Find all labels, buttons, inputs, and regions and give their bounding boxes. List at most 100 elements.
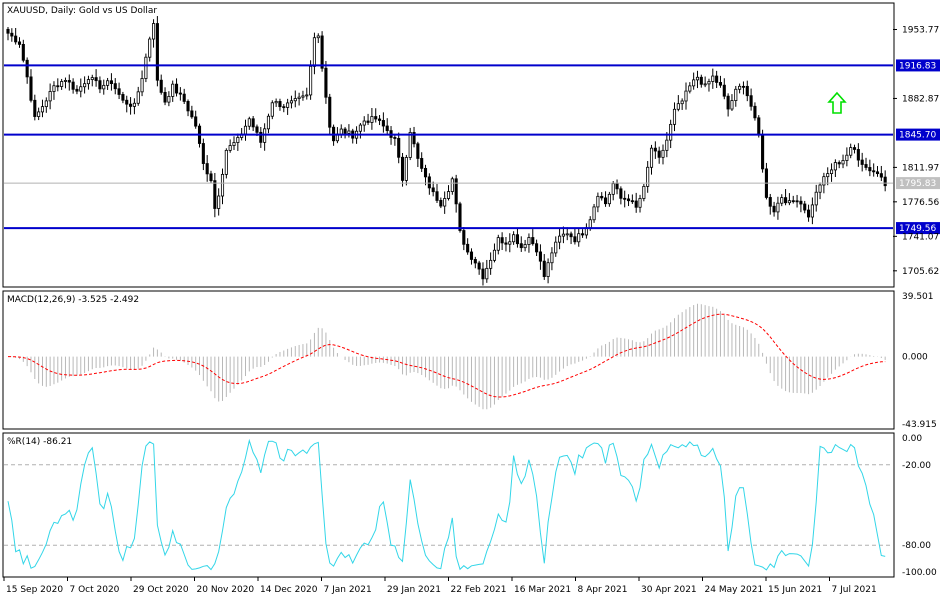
candle-body (634, 200, 638, 208)
x-tick-label: 29 Jan 2021 (387, 585, 441, 595)
candle-body (492, 249, 497, 261)
price-panel-frame (2, 2, 895, 288)
candle-body (209, 173, 213, 182)
candle-body (515, 234, 519, 245)
candle-body (726, 95, 730, 110)
candle-body (780, 197, 784, 204)
candle-body (86, 79, 90, 85)
macd-tick-label: 39.501 (902, 292, 934, 302)
wpr-line (7, 438, 886, 571)
candle-body (722, 84, 726, 97)
candle-body (52, 85, 56, 92)
candle-body (286, 102, 290, 108)
candle-body (305, 94, 309, 97)
candle-body (182, 93, 186, 102)
candle-body (803, 203, 807, 211)
candle-body (852, 147, 857, 150)
candle-body (688, 85, 692, 92)
candle-body (328, 96, 332, 128)
level-price-tag (896, 128, 940, 141)
candle-body (741, 85, 745, 88)
candle-body (508, 241, 512, 245)
candle-body (144, 56, 148, 79)
candle-body (63, 80, 68, 82)
candle-body (148, 38, 152, 58)
candle-body (174, 83, 179, 94)
candle-body (523, 244, 527, 249)
candle-body (550, 252, 554, 264)
candle-body (565, 233, 569, 236)
current-price-label: 1795.83 (899, 179, 936, 189)
candle-body (408, 132, 412, 158)
candle-body (872, 170, 876, 173)
candle-body (404, 157, 408, 181)
candle-body (496, 237, 500, 251)
candle-body (546, 262, 550, 277)
candle-body (40, 106, 45, 113)
candle-body (638, 198, 642, 208)
candle-body (366, 120, 370, 123)
candle-body (829, 169, 834, 174)
candle-body (194, 116, 198, 127)
candle-body (784, 197, 788, 204)
candle-body (370, 116, 374, 123)
price-series (6, 16, 887, 286)
candle-body (680, 100, 684, 105)
candle-body (324, 67, 328, 98)
candle-body (301, 95, 305, 98)
candle-body (412, 132, 416, 145)
candle-body (75, 88, 79, 92)
candle-body (837, 162, 841, 165)
candle-body (397, 138, 401, 158)
x-tick-label: 20 Nov 2020 (197, 585, 255, 595)
candle-body (466, 243, 470, 253)
candle-body (21, 43, 25, 61)
candle-body (753, 105, 757, 119)
candle-body (71, 81, 75, 90)
candle-body (171, 83, 175, 97)
candle-body (646, 166, 650, 187)
candle-body (435, 191, 439, 201)
candle-body (247, 118, 251, 127)
candle-body (374, 116, 378, 120)
candle-body (730, 100, 734, 110)
candle-body (649, 147, 654, 168)
price-chart-title: XAUUSD, Daily: Gold vs US Dollar (7, 6, 157, 16)
candle-body (699, 76, 703, 85)
candle-body (121, 94, 125, 101)
candle-body (217, 195, 221, 209)
candle-body (439, 200, 443, 207)
candle-body (178, 92, 182, 95)
candle-body (17, 41, 22, 45)
candle-body (109, 80, 113, 85)
candle-body (822, 176, 826, 186)
candle-body (251, 118, 255, 128)
candle-body (768, 197, 772, 207)
candle-body (761, 133, 765, 170)
candle-body (581, 233, 585, 236)
candle-body (420, 158, 424, 169)
macd-title: MACD(12,26,9) -3.525 -2.492 (7, 295, 139, 305)
candle-body (577, 233, 581, 243)
candle-body (255, 126, 259, 133)
candle-body (362, 120, 366, 126)
candle-body (749, 95, 753, 107)
price-tick-label: 1882.87 (902, 94, 939, 104)
candle-body (205, 163, 209, 175)
candle-body (33, 99, 37, 117)
candle-body (868, 167, 872, 172)
candle-body (79, 86, 83, 92)
candle-body (879, 173, 883, 178)
horizontal-levels (4, 64, 893, 230)
candle-body (623, 197, 627, 200)
candle-body (653, 147, 657, 152)
candle-body (243, 125, 248, 135)
candle-body (856, 149, 860, 161)
candle-body (316, 35, 320, 39)
candle-body (807, 209, 811, 218)
candle-body (44, 100, 48, 108)
candle-body (278, 101, 282, 108)
x-tick-label: 22 Feb 2021 (451, 585, 507, 595)
axes: 1916.83 1845.70 1749.56 1795.83 1953.77 1882.… (3, 26, 940, 595)
candle-body (485, 267, 489, 280)
